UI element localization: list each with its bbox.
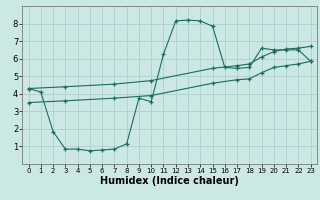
X-axis label: Humidex (Indice chaleur): Humidex (Indice chaleur) bbox=[100, 176, 239, 186]
